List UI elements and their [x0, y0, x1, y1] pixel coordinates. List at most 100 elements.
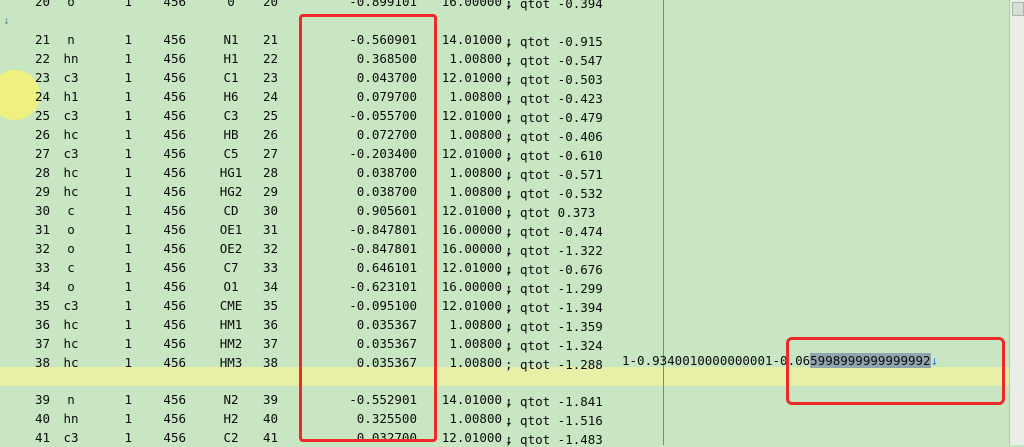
- atom-name: OE2: [219, 241, 243, 256]
- residue-number: 1: [124, 184, 132, 199]
- line-end-mark: ↓: [505, 394, 513, 409]
- atom-mass: 12.01000: [441, 108, 502, 123]
- residue-number: 1: [124, 89, 132, 104]
- atom-type: hc: [63, 336, 79, 351]
- atom-charge: 0.646101: [356, 260, 417, 275]
- comment-text: ; qtot -0.676: [505, 262, 603, 277]
- atom-charge: -0.847801: [349, 241, 417, 256]
- text-line[interactable]: 25 c3 1 456 C3 25 -0.055700 12.01000; qtot -0.4…: [0, 106, 1009, 125]
- charge-column-annotation-box: [299, 14, 437, 442]
- charge-group: 31: [262, 222, 278, 237]
- atom-name: OE1: [219, 222, 243, 237]
- row38-extra-text[interactable]: 1-0.9340010000000001-0.06599899999999999…: [622, 353, 938, 368]
- atom-index: 27: [34, 146, 50, 161]
- atom-mass: 1.00800: [449, 127, 502, 142]
- residue-id: 456: [163, 108, 186, 123]
- residue-id: 456: [163, 317, 186, 332]
- charge-group: 26: [262, 127, 278, 142]
- column-guide-line: [663, 0, 664, 445]
- atom-charge: 0.905601: [356, 203, 417, 218]
- charge-group: 41: [262, 430, 278, 445]
- line-end-mark: ↓: [505, 129, 513, 144]
- atom-type: c: [67, 203, 75, 218]
- atom-mass: 12.01000: [441, 298, 502, 313]
- atom-index: 25: [34, 108, 50, 123]
- residue-number: 1: [124, 165, 132, 180]
- comment-text: ; qtot -1.322: [505, 243, 603, 258]
- atom-mass: 16.00000: [441, 0, 502, 9]
- line-end-mark: ↓: [505, 281, 513, 296]
- text-line[interactable]: 29 hc 1 456 HG2 29 0.038700 1.00800; qtot -0.53…: [0, 182, 1009, 201]
- text-line[interactable]: 22 hn 1 456 H1 22 0.368500 1.00800; qtot -0.547…: [0, 49, 1009, 68]
- atom-name: CD: [223, 203, 239, 218]
- atom-name: H2: [223, 411, 239, 426]
- residue-id: 456: [163, 336, 186, 351]
- residue-number: 1: [124, 127, 132, 142]
- text-line[interactable]: 39 n 1 456 N2 39 -0.552901 14.01000; qtot -1.84…: [0, 390, 1009, 409]
- residue-id: 456: [163, 392, 186, 407]
- atom-type: hc: [63, 355, 79, 370]
- residue-id: 456: [163, 165, 186, 180]
- atom-mass: 12.01000: [441, 146, 502, 161]
- residue-number: 1: [124, 70, 132, 85]
- atom-name: HB: [223, 127, 239, 142]
- atom-type: hc: [63, 127, 79, 142]
- text-line[interactable]: 20 o 1 456 0 20 -0.899101 16.00000 ; qto…: [0, 0, 1009, 11]
- atom-mass: 1.00800: [449, 336, 502, 351]
- residue-id: 456: [163, 203, 186, 218]
- atom-type: o: [67, 222, 75, 237]
- atom-type: h1: [63, 89, 79, 104]
- atom-index: 30: [34, 203, 50, 218]
- residue-number: 1: [124, 355, 132, 370]
- text-line[interactable]: 38 hc 1 456 HM3 38 0.035367 1.00800; qtot -1.28…: [0, 353, 1009, 372]
- line-end-mark: ↓: [505, 205, 513, 220]
- charge-group: 22: [262, 51, 278, 66]
- line-end-mark: ↓: [505, 413, 513, 428]
- blank-line-marker: ↓: [3, 14, 10, 27]
- text-line[interactable]: 21 n 1 456 N1 21 -0.560901 14.01000; qtot -0.91…: [0, 30, 1009, 49]
- residue-number: 1: [124, 411, 132, 426]
- atom-mass: 14.01000: [441, 32, 502, 47]
- text-line[interactable]: 28 hc 1 456 HG1 28 0.038700 1.00800; qtot -0.57…: [0, 163, 1009, 182]
- text-line[interactable]: 41 c3 1 456 C2 41 0.032700 12.01000; qtot -1.48…: [0, 428, 1009, 447]
- atom-index: 29: [34, 184, 50, 199]
- line-end-mark: ↓: [505, 53, 513, 68]
- text-line[interactable]: 32 o 1 456 OE2 32 -0.847801 16.00000; qtot -1.3…: [0, 239, 1009, 258]
- line-end-mark: ↓: [505, 110, 513, 125]
- atom-mass: 1.00800: [449, 411, 502, 426]
- line-end-mark: ↓: [505, 0, 513, 11]
- line-end-mark: ↓: [505, 319, 513, 334]
- atom-name: H1: [223, 51, 239, 66]
- atom-index: 21: [34, 32, 50, 47]
- vertical-scrollbar[interactable]: [1009, 0, 1024, 445]
- line-end-mark: ↓: [505, 148, 513, 163]
- text-line[interactable]: 34 o 1 456 O1 34 -0.623101 16.00000; qtot -1.29…: [0, 277, 1009, 296]
- charge-group: 29: [262, 184, 278, 199]
- residue-number: 1: [124, 108, 132, 123]
- text-line[interactable]: 33 c 1 456 C7 33 0.646101 12.01000; qtot -0.676…: [0, 258, 1009, 277]
- atom-index: 22: [34, 51, 50, 66]
- text-line[interactable]: 40 hn 1 456 H2 40 0.325500 1.00800; qtot -1.516…: [0, 409, 1009, 428]
- selected-text[interactable]: 5998999999999992: [810, 353, 931, 368]
- atom-type: c3: [63, 70, 79, 85]
- scrollbar-thumb[interactable]: [1012, 2, 1024, 16]
- text-line[interactable]: 23 c3 1 456 C1 23 0.043700 12.01000; qtot -0.50…: [0, 68, 1009, 87]
- atom-name: N2: [223, 392, 239, 407]
- charge-group: 39: [262, 392, 278, 407]
- text-line[interactable]: 27 c3 1 456 C5 27 -0.203400 12.01000; qtot -0.6…: [0, 144, 1009, 163]
- text-line[interactable]: 24 h1 1 456 H6 24 0.079700 1.00800; qtot -0.423…: [0, 87, 1009, 106]
- text-line[interactable]: 30 c 1 456 CD 30 0.905601 12.01000; qtot 0.373 ↓: [0, 201, 1009, 220]
- text-line[interactable]: 35 c3 1 456 CME 35 -0.095100 12.01000; qtot -1.…: [0, 296, 1009, 315]
- atom-charge: 0.035367: [356, 317, 417, 332]
- text-line[interactable]: 26 hc 1 456 HB 26 0.072700 1.00800; qtot -0.406…: [0, 125, 1009, 144]
- atom-index: 41: [34, 430, 50, 445]
- atom-mass: 12.01000: [441, 203, 502, 218]
- text-line[interactable]: 37 hc 1 456 HM2 37 0.035367 1.00800; qtot -1.32…: [0, 334, 1009, 353]
- text-line[interactable]: 36 hc 1 456 HM1 36 0.035367 1.00800; qtot -1.35…: [0, 315, 1009, 334]
- atom-name: HG2: [219, 184, 243, 199]
- atom-name: C7: [223, 260, 239, 275]
- atom-name: O1: [223, 279, 239, 294]
- atom-name: CME: [219, 298, 243, 313]
- text-line[interactable]: 31 o 1 456 OE1 31 -0.847801 16.00000; qtot -0.4…: [0, 220, 1009, 239]
